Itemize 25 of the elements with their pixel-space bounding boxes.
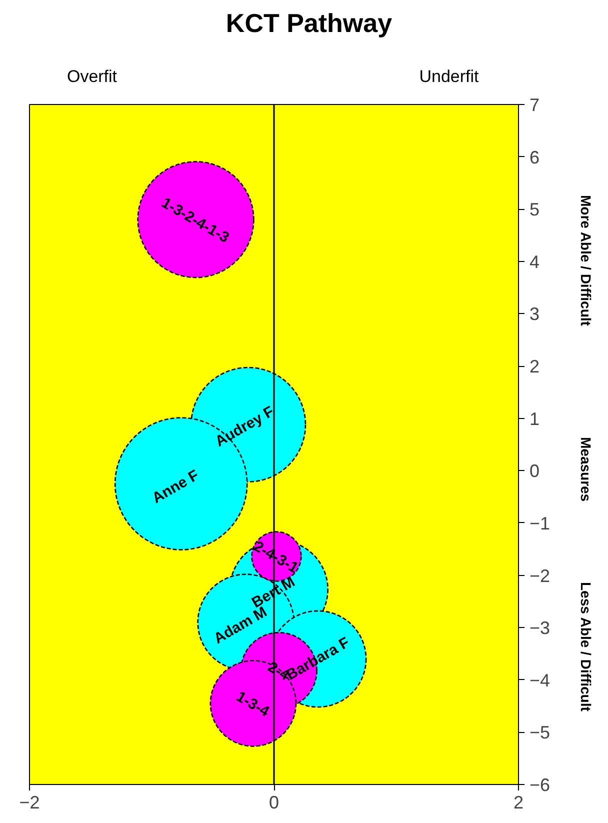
chart-title: KCT Pathway (224, 7, 394, 40)
x-tick-label: −2 (19, 792, 40, 812)
text: Underfit (418, 66, 480, 88)
annotation: 1-3-4 (233, 688, 273, 721)
y-tick-label: −4 (530, 670, 550, 690)
y-tick-label: 0 (530, 461, 540, 482)
y-tick-label: 7 (530, 95, 540, 115)
y-tick-label: 4 (530, 252, 540, 272)
y-tick-label: 3 (530, 304, 540, 324)
y-tick-label: 2 (530, 356, 540, 377)
y-tick-label: −2 (530, 566, 550, 586)
y-tick-label: 1 (530, 408, 540, 429)
y-tick-label: 5 (530, 200, 540, 220)
text: Overfit (66, 66, 118, 88)
y-tick-label: 6 (530, 147, 540, 168)
x-tick-label: 2 (513, 792, 524, 812)
y-tick-label: −5 (530, 722, 550, 743)
text: More Able / Difficult (577, 194, 595, 328)
text: Measures (577, 436, 595, 504)
y-tick-label: −3 (530, 618, 550, 638)
x-tick-label: 0 (268, 792, 280, 812)
text: Less Able / Difficult (577, 581, 595, 714)
y-tick-label: −6 (530, 775, 550, 795)
annotation: Anne F (149, 466, 202, 507)
y-tick-label: −1 (530, 513, 550, 534)
